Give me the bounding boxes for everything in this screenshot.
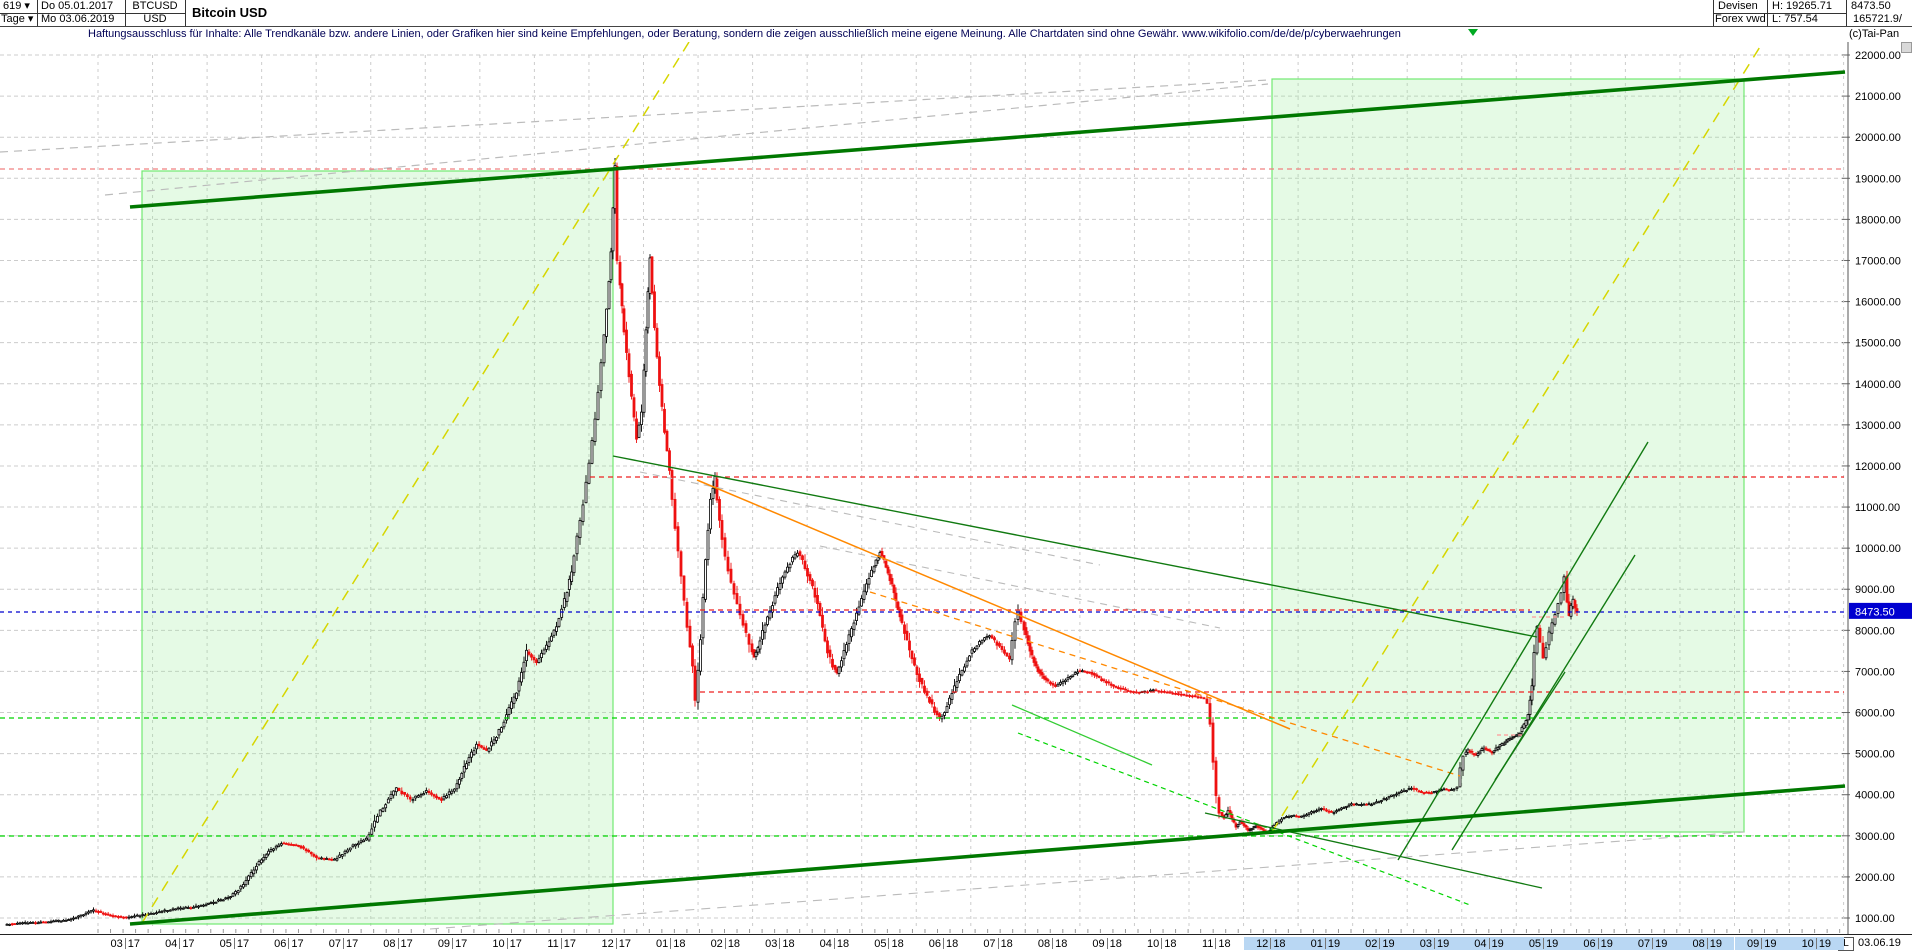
x-axis-label: 09 19 [1734, 937, 1790, 950]
y-axis-label: 3000.00 [1855, 831, 1895, 843]
currency-label: USD [143, 13, 167, 25]
x-axis-label: 04 18 [819, 937, 850, 950]
y-axis-label: 16000.00 [1855, 297, 1901, 309]
trend-channel-upper[interactable] [129, 70, 1846, 209]
y-axis-label: 20000.00 [1855, 132, 1901, 144]
current-price-label [1849, 602, 1912, 619]
x-axis-label: 06 18 [928, 937, 959, 950]
x-axis-label: 03 17 [110, 937, 141, 950]
time-axis: L 03.06.19 03 17 04 17 05 17 06 17 07 17 08 17 09 17 1… [0, 934, 1912, 952]
x-axis-label: 12 17 [601, 937, 631, 950]
x-axis-label: 10 18 [1146, 937, 1177, 950]
x-axis-label: 02 18 [710, 937, 741, 950]
green-descending-resistance[interactable] [612, 455, 1538, 638]
disclaimer-text: Haftungsausschluss für Inhalte: Alle Tre… [88, 28, 1401, 40]
y-axis-label: 14000.00 [1855, 379, 1901, 391]
candlestick-series [5, 158, 1579, 927]
x-axis-label: 09 18 [1092, 937, 1122, 950]
cycle-box-2[interactable] [1271, 78, 1745, 833]
high-value: H: 19265.71 [1772, 0, 1832, 12]
gray-fan-upper-2[interactable] [104, 83, 1269, 196]
y-axis-label: 11000.00 [1855, 502, 1900, 514]
date-from: Do 05.01.2017 [41, 0, 114, 12]
symbol-label: BTCUSD [132, 0, 178, 12]
header-divider [185, 0, 186, 27]
y-axis-label: 18000.00 [1855, 214, 1901, 226]
x-axis-label: 11 18 [1201, 937, 1231, 950]
x-axis-label: 03 18 [765, 937, 795, 950]
x-axis-label: 12 18 [1243, 937, 1299, 950]
y-axis-label: 13000.00 [1855, 420, 1901, 432]
x-axis-label: 08 18 [1037, 937, 1068, 950]
y-axis-label: 21000.00 [1855, 91, 1901, 103]
x-axis-label: 01 18 [656, 937, 686, 950]
last-price-value: 8473.50 [1851, 0, 1891, 12]
volume-value: 165721.9/ [1853, 13, 1902, 25]
x-axis-label: 10 19 [1789, 937, 1844, 950]
gray-channel-parallel[interactable] [429, 831, 1745, 930]
x-axis-label: 02 19 [1352, 937, 1408, 950]
last-date-label: 03.06.19 [1858, 937, 1901, 949]
y-axis-label: 1000.00 [1855, 913, 1895, 925]
orange-trend-solid[interactable] [696, 479, 1291, 730]
y-axis-label: 22000.00 [1855, 50, 1901, 62]
date-to: Mo 03.06.2019 [41, 13, 115, 25]
header-divider [1713, 13, 1846, 14]
y-axis-label: 7000.00 [1855, 666, 1895, 678]
x-axis-label: 04 17 [165, 937, 195, 950]
y-axis-label: 2000.00 [1855, 872, 1895, 884]
bars-count-dropdown[interactable]: 619 ▾ [3, 0, 30, 12]
low-value: L: 757.54 [1772, 13, 1818, 25]
yellow-cycle-line-1[interactable] [141, 42, 690, 924]
green-fan-steep-1[interactable] [1397, 441, 1649, 861]
current-price-text: 8473.50 [1855, 606, 1895, 618]
header-divider [1846, 0, 1847, 27]
x-axis-label: 07 18 [983, 937, 1013, 950]
green-fan-steep-2[interactable] [1451, 554, 1636, 851]
green-solid-diagonal[interactable] [1011, 704, 1153, 766]
x-axis-label: 04 19 [1461, 937, 1517, 950]
trend-channel-lower[interactable] [129, 784, 1846, 926]
yellow-cycle-line-2[interactable] [1271, 42, 1764, 833]
green-bottom-descending[interactable] [1204, 812, 1543, 889]
x-axis-label: 01 19 [1298, 937, 1353, 950]
x-axis-label: 08 17 [383, 937, 413, 950]
x-axis-label: 05 17 [219, 937, 250, 950]
header-border [0, 26, 1912, 27]
x-axis-label: 08 19 [1679, 937, 1735, 950]
y-axis-label: 5000.00 [1855, 749, 1895, 761]
gray-fan-upper-1[interactable] [0, 79, 1269, 153]
y-axis-label: 17000.00 [1855, 255, 1901, 267]
source-label: Forex vwd [1715, 13, 1765, 25]
y-axis-label: 9000.00 [1855, 584, 1895, 596]
y-axis-label: 12000.00 [1855, 461, 1901, 473]
orange-trend-dashed[interactable] [869, 591, 1461, 777]
y-axis-label: 6000.00 [1855, 708, 1895, 720]
x-axis-label: 11 17 [547, 937, 576, 950]
market-label: Devisen [1718, 0, 1758, 12]
chart-title: Bitcoin USD [192, 5, 268, 20]
chart-marker-icon [1468, 29, 1478, 36]
x-axis-label: 05 18 [874, 937, 904, 950]
x-axis-label: 05 19 [1516, 937, 1571, 950]
x-axis-label: 06 19 [1570, 937, 1626, 950]
price-chart[interactable]: 1000.00 2000.00 3000.00 4000.00 5000.00 6000.… [0, 42, 1912, 934]
y-axis-label: 19000.00 [1855, 173, 1901, 185]
green-fan-steep-3[interactable] [1494, 671, 1566, 781]
x-axis-label: 07 17 [328, 937, 359, 950]
copyright-label: (c)Tai-Pan [1849, 28, 1900, 40]
period-dropdown[interactable]: Tage ▾ [1, 13, 34, 25]
header-divider [0, 13, 185, 14]
cycle-box-1[interactable] [141, 170, 614, 925]
y-axis-label: 10000.00 [1855, 543, 1901, 555]
x-axis-label: 07 19 [1625, 937, 1680, 950]
y-axis-label: 15000.00 [1855, 338, 1901, 350]
x-axis-label: 06 17 [274, 937, 304, 950]
y-axis-label: 8000.00 [1855, 625, 1895, 637]
x-axis-label: 10 17 [492, 937, 522, 950]
x-axis-label: 03 19 [1407, 937, 1462, 950]
x-axis-label: 09 17 [437, 937, 468, 950]
y-axis-label: 4000.00 [1855, 790, 1895, 802]
